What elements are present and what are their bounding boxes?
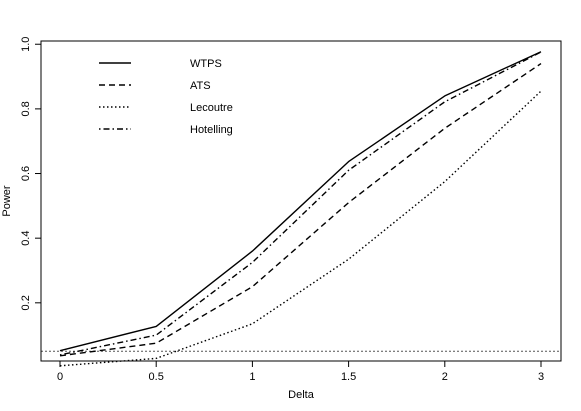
y-axis-label: Power	[1, 185, 13, 217]
series-line-lecoutre	[59, 90, 542, 367]
legend-label-lecoutre: Lecoutre	[190, 102, 233, 114]
legend-label-hotelling: Hotelling	[190, 124, 233, 136]
legend-label-wtps: WTPS	[190, 58, 222, 70]
x-tick-label: 0	[57, 371, 63, 383]
x-tick-label: 2	[442, 371, 448, 383]
x-tick-label: 3	[538, 371, 544, 383]
series-line-hotelling	[59, 51, 542, 356]
y-tick-label: 0.6	[20, 166, 32, 181]
x-tick-label: 1	[249, 371, 255, 383]
y-tick-label: 0.2	[20, 295, 32, 310]
x-tick-label: 0.5	[149, 371, 164, 383]
series-line-wtps	[59, 51, 542, 352]
series-line-ats	[59, 63, 542, 357]
y-tick-label: 0.4	[20, 231, 32, 246]
y-tick-label: 1.0	[20, 37, 32, 52]
y-tick-label: 0.8	[20, 101, 32, 116]
x-tick-label: 1.5	[341, 371, 356, 383]
x-axis-label: Delta	[288, 389, 315, 401]
legend-label-ats: ATS	[190, 80, 211, 92]
plot-frame	[40, 40, 562, 362]
